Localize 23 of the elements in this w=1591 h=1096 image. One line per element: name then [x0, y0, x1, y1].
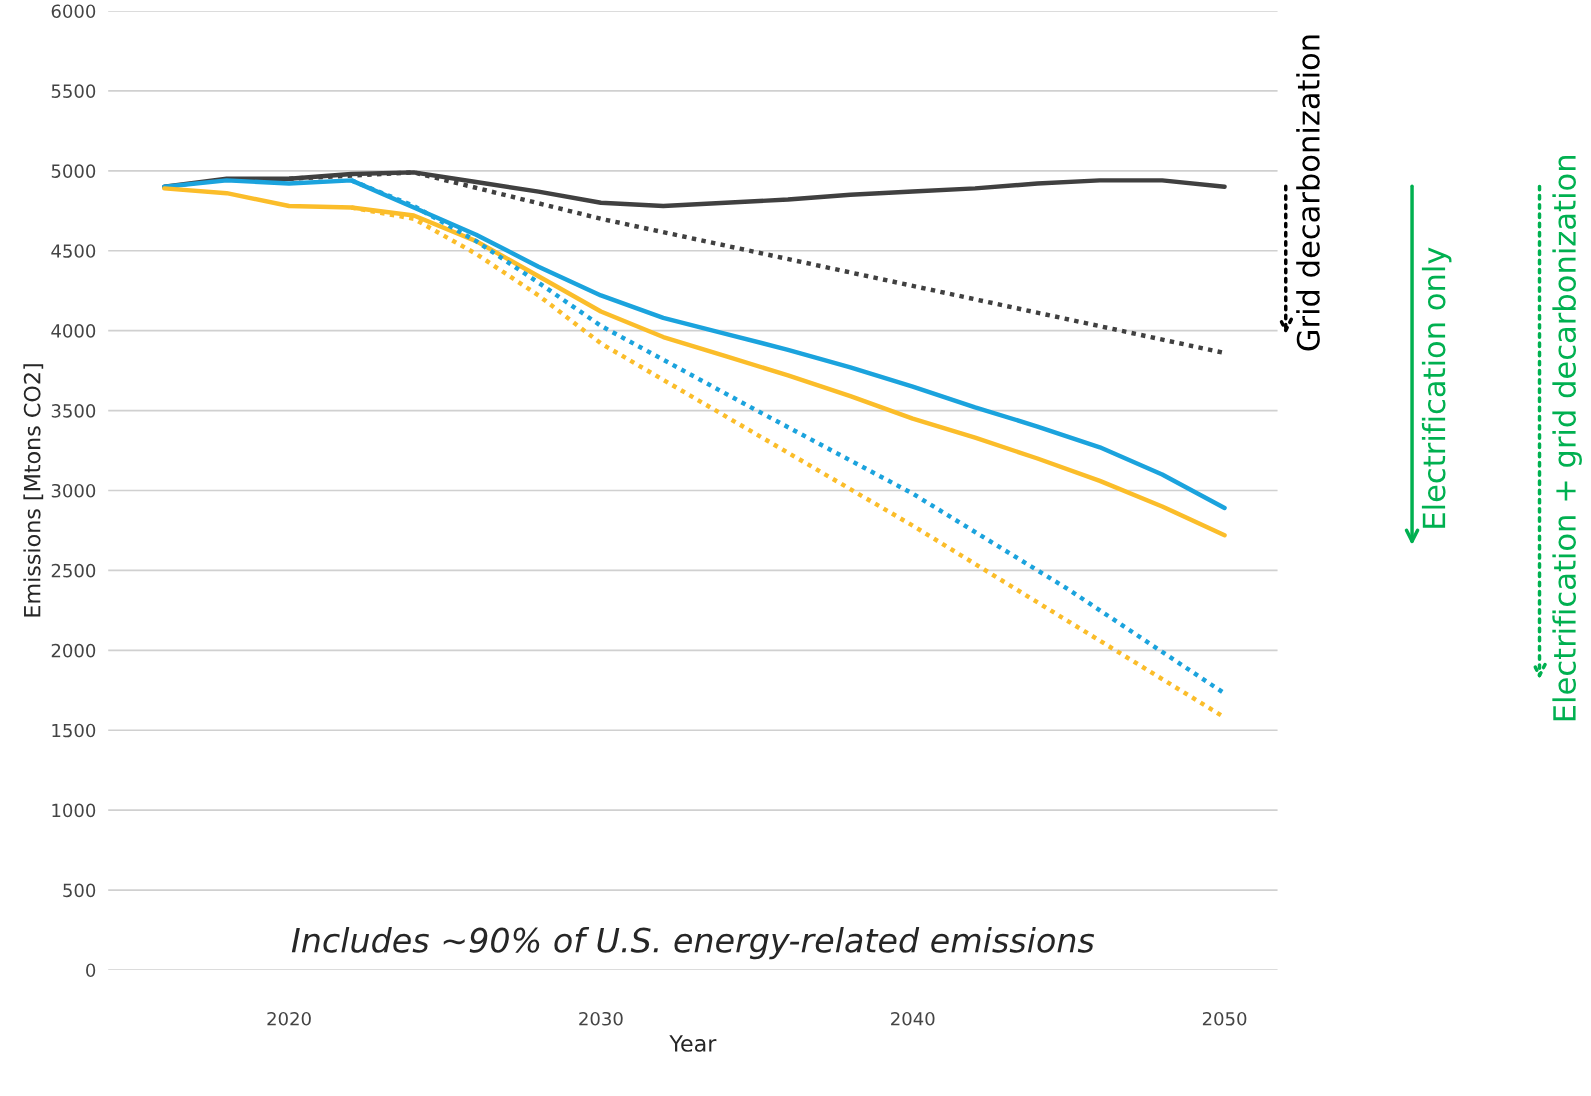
x-tick-label: 2020 [267, 1011, 311, 1026]
x-tick-label: 2030 [579, 1011, 623, 1026]
text: Electrification + grid decarbonization [1552, 156, 1582, 721]
y-tick-label: 5500 [51, 84, 96, 98]
y-tick-label: 500 [63, 883, 96, 898]
y-tick-label: 4500 [51, 244, 96, 258]
y-tick-label: 3000 [51, 483, 96, 498]
y-tick-label: 2000 [51, 643, 96, 658]
y-axis-title: Emissions [Mtons CO2] [23, 364, 44, 617]
x-tick-label: 2040 [891, 1011, 935, 1026]
y-tick-label: 6000 [51, 4, 96, 19]
y-tick-label: 0 [86, 963, 96, 978]
y-tick-label: 1000 [52, 803, 96, 818]
text: Grid decarbonization [1296, 35, 1320, 351]
y-tick-label: 1500 [52, 723, 96, 738]
y-tick-label: 4000 [51, 324, 96, 338]
x-tick-label: 2050 [1202, 1011, 1247, 1026]
text: Electrification only [1421, 247, 1452, 528]
x-axis-title: Year [669, 1035, 717, 1052]
y-tick-label: 5000 [51, 164, 96, 178]
annotation: Includes ~90% of U.S. energy-related emissions [291, 926, 1095, 960]
y-tick-label: 2500 [51, 563, 96, 578]
y-tick-label: 3500 [51, 404, 96, 418]
